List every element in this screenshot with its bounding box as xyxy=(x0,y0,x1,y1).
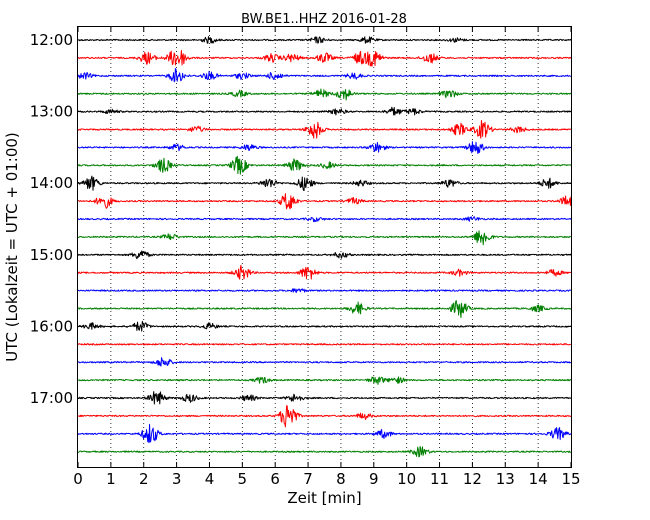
x-tick-label: 10 xyxy=(397,470,416,488)
seismogram-trace xyxy=(77,141,572,154)
y-tick-label: 15:00 xyxy=(30,246,73,264)
x-tick-label: 3 xyxy=(172,470,182,488)
seismogram-trace xyxy=(77,216,572,223)
seismogram-trace xyxy=(77,446,572,458)
seismogram-trace xyxy=(77,391,572,405)
seismogram-trace xyxy=(77,320,572,332)
seismogram-trace xyxy=(77,68,572,83)
seismogram-trace xyxy=(77,36,572,44)
seismogram-trace xyxy=(77,175,572,192)
x-axis-label: Zeit [min] xyxy=(287,489,361,507)
seismogram-trace xyxy=(77,230,572,246)
x-tick-label: 4 xyxy=(205,470,215,488)
x-tick-label: 7 xyxy=(303,470,313,488)
x-tick-label: 1 xyxy=(106,470,116,488)
y-tick-label: 16:00 xyxy=(30,317,73,335)
chart-title: BW.BE1..HHZ 2016-01-28 xyxy=(241,12,407,27)
seismogram-trace xyxy=(77,423,572,444)
x-tick-label: 13 xyxy=(496,470,515,488)
y-tick-label: 12:00 xyxy=(30,31,73,49)
x-tick-label: 0 xyxy=(73,470,83,488)
seismogram-trace xyxy=(77,49,572,67)
seismogram-trace xyxy=(77,106,572,116)
x-tick-label: 5 xyxy=(238,470,248,488)
seismogram-trace xyxy=(77,357,572,367)
x-tick-label: 14 xyxy=(529,470,548,488)
x-tick-label: 15 xyxy=(561,470,580,488)
seismogram-trace xyxy=(77,376,572,385)
trace-layer xyxy=(77,36,572,458)
seismogram-trace xyxy=(77,250,572,260)
y-tick-label: 13:00 xyxy=(30,103,73,121)
seismogram-trace xyxy=(77,300,572,319)
seismogram-trace xyxy=(77,119,572,139)
y-tick-label: 14:00 xyxy=(30,174,73,192)
x-tick-label: 11 xyxy=(430,470,449,488)
seismogram-trace xyxy=(77,288,572,294)
seismogram-trace xyxy=(77,343,572,346)
grid-layer xyxy=(78,27,571,467)
seismogram-trace xyxy=(77,405,572,428)
x-tick-label: 6 xyxy=(270,470,280,488)
x-tick-label: 9 xyxy=(369,470,379,488)
seismogram-trace xyxy=(77,88,572,101)
tick-layer: 0 1 2 3 4 5 6 7 8 9 10 11 12 13 14 1512:0013:0014:0015:… xyxy=(30,27,581,488)
y-axis-label: UTC (Lokalzeit = UTC + 01:00) xyxy=(3,132,21,362)
seismogram-trace xyxy=(77,155,572,175)
x-tick-label: 2 xyxy=(139,470,149,488)
seismogram-trace xyxy=(77,193,572,210)
x-tick-label: 12 xyxy=(463,470,482,488)
plot-frame xyxy=(77,26,572,468)
x-tick-label: 8 xyxy=(336,470,346,488)
y-tick-label: 17:00 xyxy=(30,389,73,407)
seismogram-trace xyxy=(77,264,572,280)
